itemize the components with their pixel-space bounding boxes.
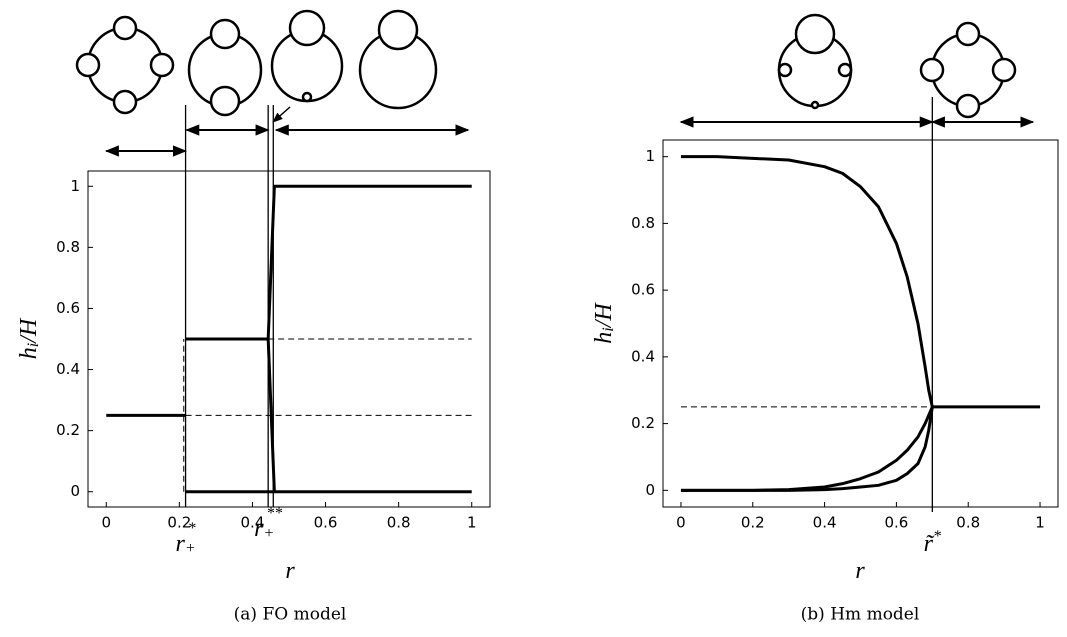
y-tick-label: 0.4 bbox=[631, 347, 655, 365]
threshold-label-sup: ** bbox=[266, 505, 282, 522]
y-tick-label: 0.8 bbox=[56, 238, 80, 256]
y-tick-label: 0 bbox=[645, 481, 655, 499]
threshold-label: r+ * bbox=[176, 520, 196, 558]
x-tick-label: 0.6 bbox=[884, 514, 908, 532]
y-axis-label-base: h bbox=[16, 347, 42, 359]
y-axis-label-rest: /H bbox=[16, 317, 42, 345]
y-axis-label: hi/H bbox=[16, 317, 43, 359]
x-tick-label: 0.6 bbox=[314, 514, 338, 532]
x-axis-label-base: r bbox=[855, 558, 865, 584]
pointer-arrow bbox=[272, 106, 291, 123]
x-tick-label: 0.8 bbox=[387, 514, 411, 532]
y-tick-label: 1 bbox=[70, 177, 80, 195]
y-tick-label: 0.2 bbox=[56, 421, 80, 439]
x-axis-label-base: r bbox=[285, 558, 295, 584]
y-axis-label-base: h bbox=[591, 332, 617, 344]
y-axis-label-sub: i bbox=[25, 343, 42, 347]
x-tick-label: 0 bbox=[676, 514, 686, 532]
x-tick-label: 0.8 bbox=[956, 514, 980, 532]
caption: (a) FO model bbox=[234, 605, 347, 625]
curve bbox=[680, 406, 934, 492]
x-tick-label: 0.2 bbox=[741, 514, 765, 532]
curve bbox=[185, 184, 472, 341]
threshold-label-base: r̃ bbox=[924, 531, 935, 557]
plot-frame bbox=[87, 170, 491, 508]
x-axis-label: r bbox=[855, 558, 865, 584]
y-axis-label-rest: /H bbox=[591, 302, 617, 330]
y-tick-label: 0.4 bbox=[56, 360, 80, 378]
chart: 0 0.2 0.4 0.6 0.8 100.20.40.60.81r+* r+**rhi/H… bbox=[16, 105, 491, 625]
x-tick-label: 1 bbox=[1035, 514, 1045, 532]
x-tick-label: 0 bbox=[101, 514, 111, 532]
y-tick-label: 0.6 bbox=[56, 299, 80, 317]
y-tick-label: 0.6 bbox=[631, 281, 655, 299]
y-axis-label-sub: i bbox=[600, 327, 617, 331]
threshold-label-sub: + bbox=[185, 540, 196, 557]
x-tick-label: 0.4 bbox=[813, 514, 837, 532]
chart: 0 0.2 0.4 0.6 0.8 1 0 0.2 0.4 0.6 0.8 1 r̃* r hi/H (b) … bbox=[591, 97, 1059, 625]
threshold-label-base: r bbox=[176, 531, 186, 557]
plot-frame bbox=[662, 139, 1059, 508]
y-tick-label: 1 bbox=[645, 147, 655, 165]
threshold-label-sub: + bbox=[263, 525, 274, 542]
y-tick-label: 0 bbox=[70, 482, 80, 500]
y-tick-label: 0.8 bbox=[631, 214, 655, 232]
threshold-label: r+ ** bbox=[254, 505, 282, 543]
state-icons bbox=[75, 9, 1017, 119]
x-tick-label: 0.4 bbox=[241, 514, 265, 532]
caption: (b) Hm model bbox=[801, 605, 920, 625]
threshold-label-sup: * bbox=[933, 528, 941, 545]
threshold-label: r̃* bbox=[924, 528, 941, 557]
y-tick-label: 0.2 bbox=[631, 414, 655, 432]
threshold-label-base: r bbox=[254, 516, 264, 542]
threshold-label-sup: * bbox=[188, 520, 196, 537]
curve bbox=[680, 406, 934, 492]
x-tick-label: 1 bbox=[467, 514, 477, 532]
curve bbox=[680, 155, 934, 408]
x-tick-label: 0.2 bbox=[167, 514, 191, 532]
x-axis-label: r bbox=[285, 558, 295, 584]
y-axis-label: hi/H bbox=[591, 302, 618, 344]
